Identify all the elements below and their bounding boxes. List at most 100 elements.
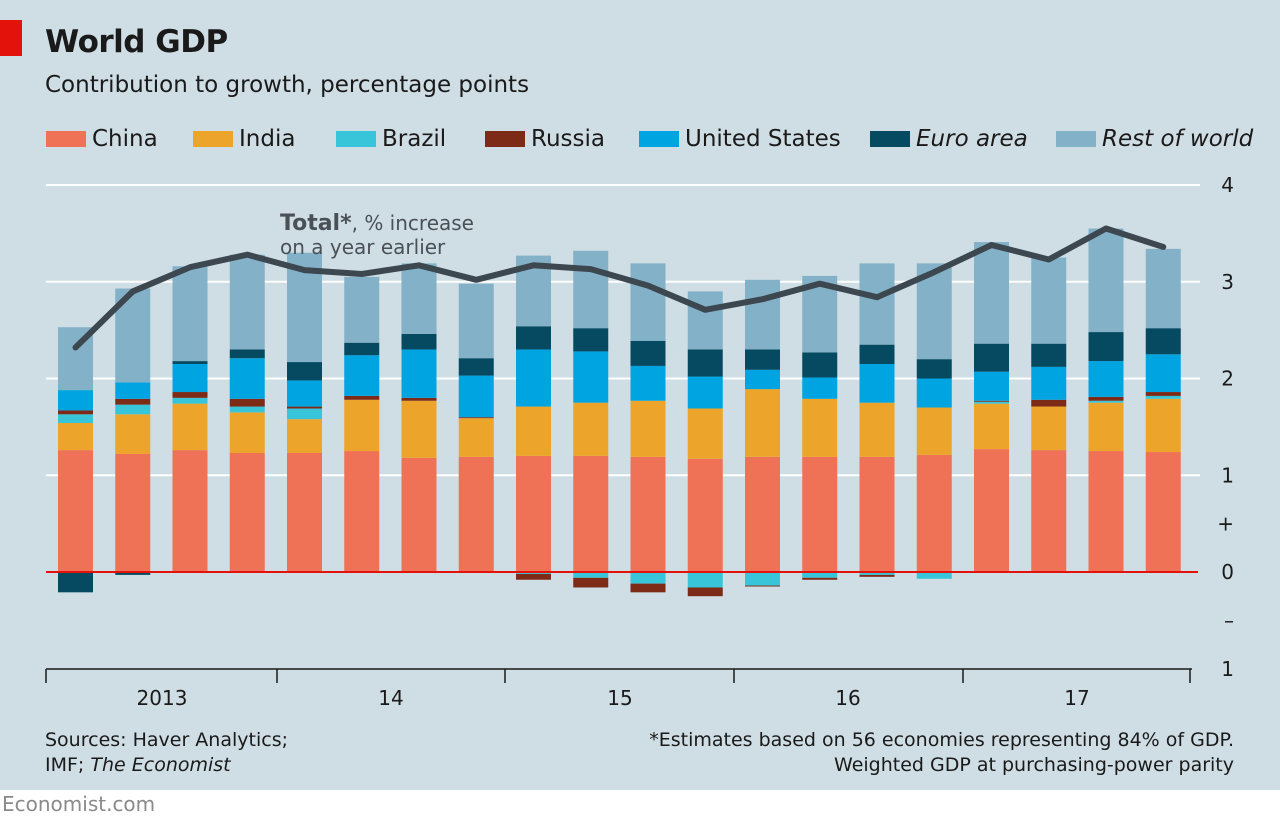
legend-swatch-euro-area bbox=[870, 131, 910, 147]
bar-china-17 bbox=[1031, 450, 1067, 572]
bar-rest-of-world-12 bbox=[745, 279, 780, 350]
bar-brazil-14 bbox=[859, 572, 895, 575]
bar-united-states-0 bbox=[58, 390, 93, 411]
bar-russia-16 bbox=[974, 400, 1009, 402]
bar-china-3 bbox=[229, 453, 265, 572]
bar-china-11 bbox=[687, 458, 723, 572]
bar-rest-of-world-9 bbox=[573, 250, 609, 329]
bar-euro-area-4 bbox=[287, 362, 322, 381]
legend-swatch-brazil bbox=[336, 131, 376, 147]
bar-india-2 bbox=[172, 403, 208, 451]
bar-brazil-16 bbox=[974, 401, 1009, 404]
sources-line-2: IMF; The Economist bbox=[45, 753, 288, 778]
y-tick-label: 0 bbox=[1221, 560, 1234, 584]
bar-china-13 bbox=[802, 456, 838, 572]
bar-russia-13 bbox=[802, 577, 838, 580]
bar-euro-area-19 bbox=[1145, 328, 1181, 355]
bar-india-17 bbox=[1031, 406, 1067, 451]
bar-rest-of-world-6 bbox=[401, 263, 437, 334]
bar-brazil-2 bbox=[172, 397, 208, 404]
bar-china-7 bbox=[458, 456, 494, 572]
bar-russia-7 bbox=[458, 417, 494, 419]
legend-swatch-russia bbox=[485, 131, 525, 147]
x-year-label: 16 bbox=[835, 686, 860, 710]
bar-rest-of-world-11 bbox=[687, 291, 723, 350]
bar-united-states-13 bbox=[802, 377, 838, 399]
bar-russia-17 bbox=[1031, 399, 1067, 407]
site-watermark: Economist.com bbox=[2, 792, 156, 816]
bar-euro-area-1 bbox=[115, 572, 151, 575]
bar-brazil-0 bbox=[58, 414, 93, 424]
bar-rest-of-world-18 bbox=[1088, 228, 1124, 333]
bar-euro-area-6 bbox=[401, 334, 437, 350]
stacked-bar-chart: 4 3 2 1 +0 – 1 2013 14 15 16 17 Total*, % increase… bbox=[45, 173, 1234, 710]
x-year-label: 17 bbox=[1064, 686, 1089, 710]
bar-united-states-11 bbox=[687, 376, 723, 409]
bar-euro-area-10 bbox=[630, 340, 666, 366]
bar-russia-12 bbox=[745, 585, 780, 587]
gridlines bbox=[46, 184, 1200, 477]
bar-euro-area-2 bbox=[172, 361, 208, 364]
bar-brazil-4 bbox=[287, 408, 322, 420]
bar-euro-area-16 bbox=[974, 343, 1009, 372]
legend-label-euro-area: Euro area bbox=[916, 126, 1028, 152]
legend-label-rest-of-world: Rest of world bbox=[1102, 126, 1254, 152]
legend-label-china: China bbox=[92, 126, 158, 152]
bar-china-16 bbox=[974, 449, 1009, 572]
bar-united-states-7 bbox=[458, 375, 494, 418]
bar-united-states-2 bbox=[172, 363, 208, 393]
sources-line-2-plain: IMF; bbox=[45, 754, 91, 776]
bar-brazil-9 bbox=[573, 572, 609, 578]
legend-label-russia: Russia bbox=[531, 126, 605, 152]
sources-line-2-italic: The Economist bbox=[90, 754, 231, 776]
bar-india-10 bbox=[630, 400, 666, 457]
bar-india-18 bbox=[1088, 402, 1124, 452]
chart-subtitle: Contribution to growth, percentage point… bbox=[45, 72, 530, 98]
legend-item-china: China bbox=[46, 124, 158, 154]
bar-russia-1 bbox=[115, 398, 151, 405]
y-tick-label: + bbox=[1217, 512, 1234, 536]
total-series-line bbox=[72, 225, 1167, 351]
legend-swatch-china bbox=[46, 131, 86, 147]
bar-china-2 bbox=[172, 450, 208, 572]
footnote: *Estimates based on 56 economies represe… bbox=[649, 728, 1234, 778]
bar-russia-6 bbox=[401, 397, 437, 401]
bar-russia-0 bbox=[58, 410, 93, 415]
bar-china-9 bbox=[573, 455, 609, 572]
y-tick-label: 3 bbox=[1221, 270, 1234, 294]
x-year-label: 15 bbox=[607, 686, 632, 710]
bar-india-7 bbox=[458, 418, 494, 457]
bar-russia-18 bbox=[1088, 396, 1124, 401]
bar-india-6 bbox=[401, 400, 437, 458]
bar-india-11 bbox=[687, 408, 723, 459]
bar-brazil-13 bbox=[802, 572, 838, 578]
bar-united-states-4 bbox=[287, 380, 322, 407]
y-tick-label: 4 bbox=[1221, 173, 1234, 197]
chart-title: World GDP bbox=[45, 24, 228, 60]
bar-china-15 bbox=[916, 454, 952, 572]
bar-brazil-12 bbox=[745, 572, 780, 586]
bar-euro-area-12 bbox=[745, 349, 780, 370]
bar-brazil-18 bbox=[1088, 400, 1124, 403]
bar-india-1 bbox=[115, 414, 151, 454]
bar-india-16 bbox=[974, 403, 1009, 450]
bar-china-14 bbox=[859, 456, 895, 572]
x-year-label: 2013 bbox=[137, 686, 188, 710]
bar-china-6 bbox=[401, 457, 437, 572]
legend-label-india: India bbox=[239, 126, 296, 152]
bar-russia-2 bbox=[172, 392, 208, 398]
legend-item-rest-of-world: Rest of world bbox=[1056, 124, 1253, 154]
bar-russia-19 bbox=[1145, 392, 1181, 396]
bar-euro-area-18 bbox=[1088, 332, 1124, 362]
bar-india-15 bbox=[916, 407, 952, 455]
legend-swatch-united-states bbox=[639, 131, 679, 147]
bar-euro-area-7 bbox=[458, 358, 494, 376]
bar-india-8 bbox=[516, 406, 551, 456]
bar-rest-of-world-17 bbox=[1031, 257, 1067, 344]
bar-euro-area-9 bbox=[573, 328, 609, 352]
bar-united-states-8 bbox=[516, 349, 551, 407]
bar-china-8 bbox=[516, 455, 551, 572]
bar-euro-area-17 bbox=[1031, 343, 1067, 367]
bar-united-states-15 bbox=[916, 378, 952, 408]
total-line bbox=[72, 225, 1167, 351]
